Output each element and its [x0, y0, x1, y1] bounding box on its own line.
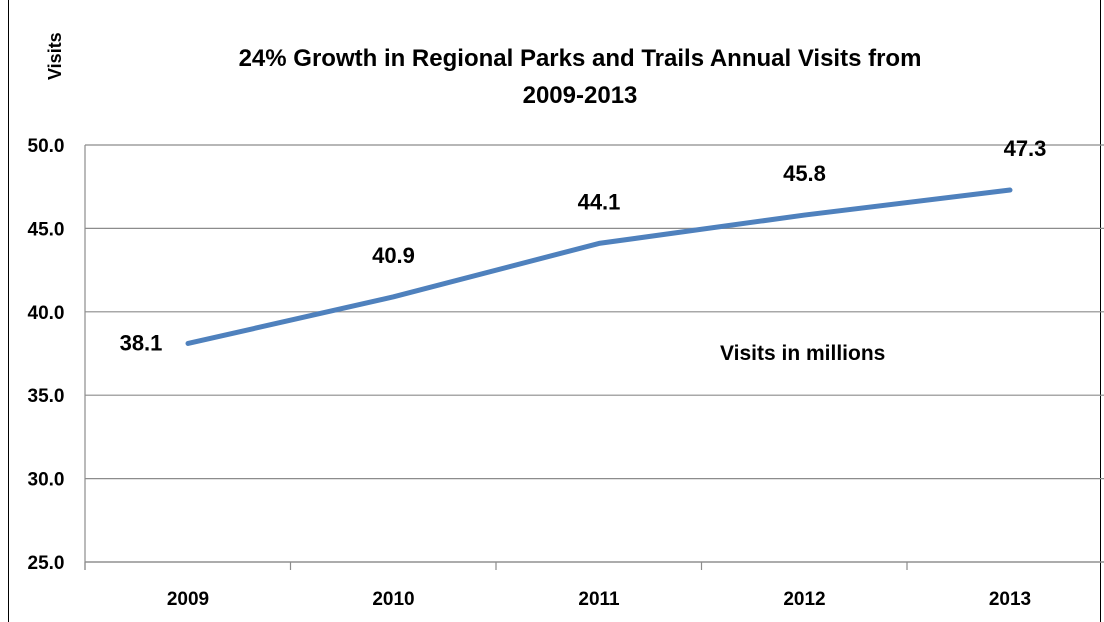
x-tick-label: 2012 [783, 589, 825, 610]
data-label: 45.8 [783, 161, 826, 186]
units-annotation: Visits in millions [720, 342, 886, 365]
x-tick-label: 2010 [372, 589, 414, 610]
y-tick-label: 25.0 [28, 553, 65, 574]
data-label: 47.3 [1004, 136, 1047, 161]
y-tick-label: 50.0 [28, 136, 65, 157]
y-tick-label: 40.0 [28, 303, 65, 324]
y-tick-label: 30.0 [28, 470, 65, 491]
y-tick-label: 45.0 [28, 219, 65, 240]
x-tick-label: 2011 [578, 589, 620, 610]
frame-border [8, 0, 1101, 622]
y-tick-label: 35.0 [28, 386, 65, 407]
data-label: 40.9 [372, 243, 415, 268]
chart-title: 24% Growth in Regional Parks and Trails … [238, 45, 922, 109]
data-label: 38.1 [120, 330, 163, 355]
data-label: 44.1 [578, 189, 621, 214]
x-tick-label: 2009 [167, 589, 209, 610]
x-tick-label: 2013 [989, 589, 1031, 610]
